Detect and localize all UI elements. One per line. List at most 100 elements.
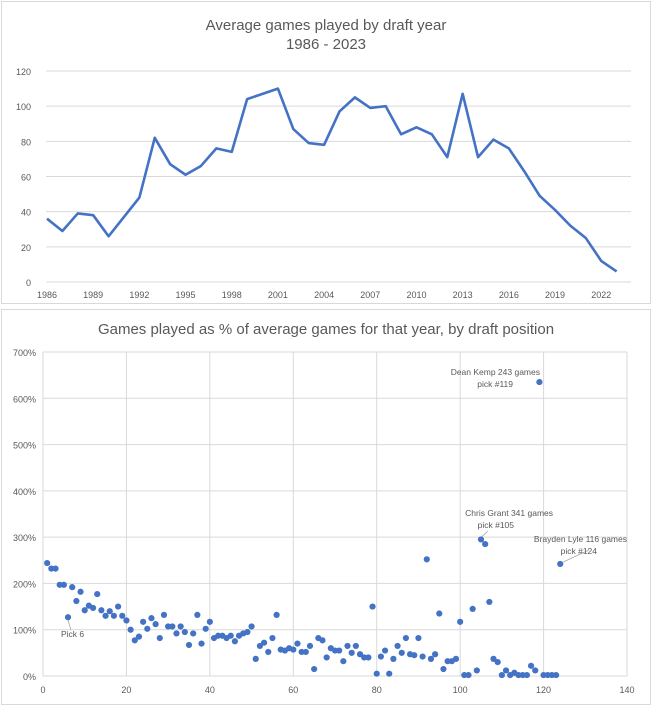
data-point [269,634,276,642]
data-point [411,652,418,659]
y-tick-label: 60 [21,173,31,183]
x-tick-label: 120 [536,685,551,695]
data-point [60,581,67,588]
x-tick-label: 2016 [499,290,519,300]
y-tick-label: 400% [13,487,36,497]
data-point [373,670,380,677]
data-point [486,598,493,606]
data-point [377,653,384,660]
data-point [252,655,259,662]
annotation-leader [67,620,72,631]
data-point [231,638,238,645]
data-point [302,648,309,656]
chart-title: Games played as % of average games for t… [97,321,555,338]
data-point [102,612,109,619]
data-point [169,623,176,630]
annotation-label: Brayden Lyle 116 games [534,534,627,544]
data-point [352,642,359,650]
data-point [336,647,343,654]
data-point [256,642,264,650]
data-point [344,642,351,650]
data-point [494,659,501,666]
annotation-label: pick #119 [477,379,513,389]
data-point [273,611,280,619]
data-point [477,536,485,543]
data-point [311,665,318,673]
data-point [348,649,355,656]
chart-title-line: Average games played by draft year [205,17,447,34]
data-point [381,647,389,654]
data-point [390,655,397,662]
data-point [177,623,184,630]
data-point [423,556,430,563]
data-point [64,614,72,621]
data-point [135,633,143,640]
data-point [140,618,147,625]
data-point [202,625,209,632]
x-tick-label: 40 [205,685,215,695]
data-point [156,634,163,642]
data-point [44,559,51,567]
data-point [190,630,197,637]
data-point [181,628,188,636]
data-point [248,623,255,630]
y-tick-label: 0% [23,672,36,682]
data-point [265,648,272,656]
x-tick-label: 2013 [453,290,473,300]
data-point [52,565,59,572]
data-point [69,584,76,591]
data-point [394,642,401,650]
data-point [131,637,138,644]
annotation-leader [563,549,590,563]
x-tick-label: 1992 [129,290,149,300]
data-point [323,654,330,661]
data-point [110,612,118,619]
data-point [73,597,80,605]
data-point [398,649,405,656]
data-point [432,651,439,658]
x-tick-label: 2019 [545,290,565,300]
scatter-chart-games-pct: Games played as % of average games for t… [1,309,651,705]
data-point [260,639,268,646]
data-point [552,671,560,679]
annotation-label: pick #105 [478,520,515,530]
data-point [127,626,134,633]
data-point [185,641,193,649]
y-tick-label: 120 [16,67,31,77]
data-point [427,655,435,662]
scatter-chart-plot: 0% 100% 200% 300% 400% 500% 600% 700% 0 20 40 60 80 1… [13,348,635,695]
y-tick-label: 500% [13,441,36,451]
data-point [98,607,105,614]
y-tick-label: 40 [21,208,31,218]
data-point [482,540,489,548]
x-tick-label: 1986 [37,290,57,300]
x-tick-label: 2007 [360,290,380,300]
data-point [81,607,88,614]
data-point [294,640,301,647]
y-tick-label: 100 [16,102,31,112]
data-point [198,640,205,647]
x-tick-label: 2001 [268,290,288,300]
data-point [419,653,426,660]
data-point [523,671,530,679]
annotation-label: Chris Grant 341 games [465,508,553,518]
x-tick-label: 1998 [222,290,242,300]
x-tick-label: 0 [40,685,45,695]
data-point [527,662,535,669]
data-point [152,621,159,628]
data-point [469,605,476,612]
data-point [436,610,443,617]
data-point [173,630,180,637]
data-point [290,646,297,653]
annotation-label: Pick 6 [61,629,84,639]
annotation-label: Dean Kemp 243 games [451,367,540,377]
data-point [306,642,314,650]
data-point [356,651,364,658]
y-tick-label: 0 [26,278,31,288]
data-point [386,670,393,677]
series-line [46,87,618,273]
data-point [319,637,326,644]
annotation-leader [481,530,489,537]
data-point [402,634,410,642]
data-point [194,611,201,619]
